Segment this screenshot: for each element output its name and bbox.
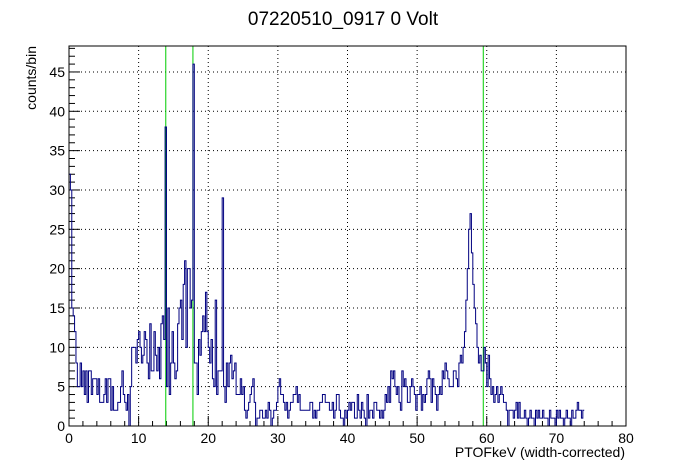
x-tick-label: 40 <box>340 430 356 446</box>
y-tick-label: 30 <box>49 182 65 198</box>
x-tick-label: 20 <box>200 430 216 446</box>
x-tick-label: 50 <box>409 430 425 446</box>
chart-title: 07220510_0917 0 Volt <box>248 9 439 30</box>
x-tick-label: 30 <box>270 430 286 446</box>
y-tick-label: 15 <box>49 300 65 316</box>
plot-frame <box>68 45 627 427</box>
x-tick-label: 10 <box>131 430 147 446</box>
x-tick-label: 0 <box>65 430 73 446</box>
y-tick-label: 20 <box>49 261 65 277</box>
y-tick-label: 35 <box>49 143 65 159</box>
y-axis-ticks: 0 5 10 15 20 25 30 35 40 45 <box>49 47 80 434</box>
y-tick-label: 40 <box>49 103 65 119</box>
y-tick-label: 0 <box>57 418 65 434</box>
y-tick-label: 5 <box>57 379 65 395</box>
grid <box>69 46 626 426</box>
x-tick-label: 70 <box>549 430 565 446</box>
x-axis-label: PTOFkeV (width-corrected) <box>455 444 625 460</box>
y-tick-label: 10 <box>49 339 65 355</box>
x-tick-label: 80 <box>618 430 634 446</box>
x-tick-label: 60 <box>479 430 495 446</box>
y-tick-label: 25 <box>49 221 65 237</box>
histogram-series-line <box>69 63 585 427</box>
y-tick-label: 45 <box>49 64 65 80</box>
y-axis-label: counts/bin <box>23 46 39 110</box>
